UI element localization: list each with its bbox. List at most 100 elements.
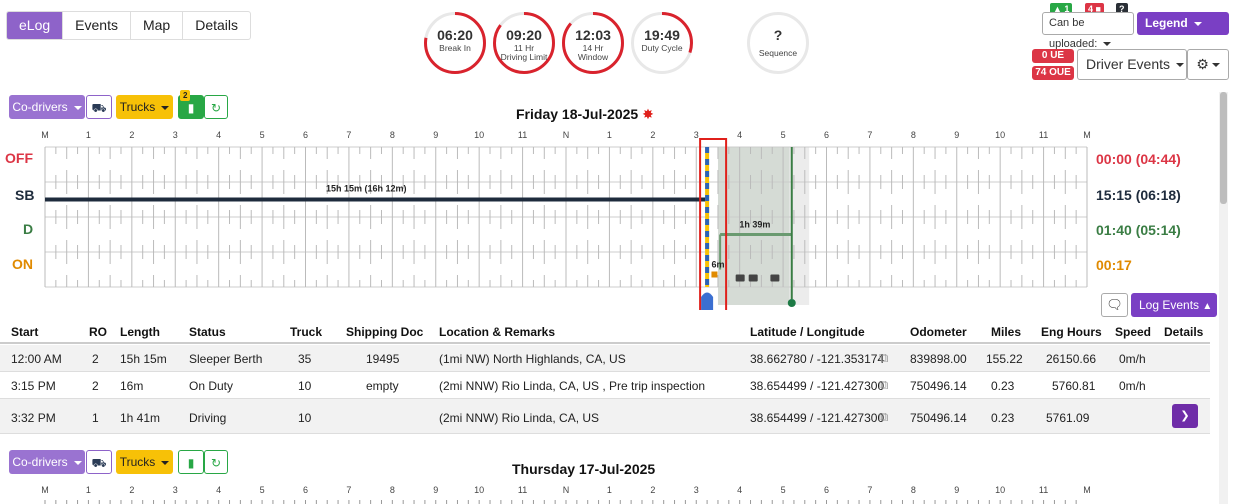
refresh-button[interactable]: ↻ xyxy=(204,95,228,119)
scrollbar-thumb[interactable] xyxy=(1220,92,1227,204)
truck-icon-button[interactable]: ⛟ xyxy=(86,450,112,474)
hour-label: 8 xyxy=(911,130,916,140)
hour-label: 6 xyxy=(303,130,308,140)
d-duration-label: 1h 39m xyxy=(739,220,770,230)
clock-window: 12:03 14 Hr Window xyxy=(562,12,624,74)
row-label-sb: SB xyxy=(15,187,35,203)
cell-length: 15h 15m xyxy=(120,352,167,366)
eld-device-icon: ▮ xyxy=(187,456,195,470)
codrivers-button[interactable]: Co-drivers xyxy=(9,450,85,474)
cell-odometer: 839898.00 xyxy=(910,352,967,366)
chevron-down-icon xyxy=(1211,63,1220,68)
eld-graph-grid[interactable]: M 1 2 3 4 5 6 7 8 9 10 11 N 1 2 3 4 5 6 7 8 9 10 11 M 15h 15m (16… xyxy=(0,125,1100,310)
cell-status: On Duty xyxy=(189,379,234,393)
col-miles: Miles xyxy=(991,325,1022,339)
table-row[interactable]: 3:15 PM 2 16m On Duty 10 empty (2mi NNW)… xyxy=(0,372,1210,399)
cell-truck: 10 xyxy=(298,379,312,393)
camera-icon[interactable] xyxy=(735,274,745,282)
clock-time: ? xyxy=(773,27,783,43)
refresh-button[interactable]: ↻ xyxy=(204,450,228,474)
eld-device-button[interactable]: ▮ xyxy=(178,450,204,474)
chevron-down-icon xyxy=(73,105,82,110)
tab-events[interactable]: Events xyxy=(63,12,131,39)
log-events-button[interactable]: Log Events ▲ xyxy=(1131,293,1217,317)
tab-elog[interactable]: eLog xyxy=(7,12,64,39)
hour-label: M xyxy=(1083,485,1091,495)
hour-label: 8 xyxy=(911,485,916,495)
on-duration-label: 6m xyxy=(711,260,724,270)
future-shade xyxy=(789,147,810,305)
eld-device-button[interactable]: ▮ xyxy=(178,95,204,119)
eld-graph-grid[interactable]: M 1 2 3 4 5 6 7 8 9 10 11 N 1 2 3 4 5 6 7 8 9 10 11 M xyxy=(0,480,1100,504)
col-length: Length xyxy=(120,325,160,339)
event-marker-icon[interactable] xyxy=(711,271,718,278)
clock-ring xyxy=(631,12,693,74)
tab-details[interactable]: Details xyxy=(195,17,238,33)
total-on: 00:17 xyxy=(1096,257,1132,273)
clock-sequence[interactable]: ? Sequence xyxy=(747,12,809,74)
nav-tabs: eLog Events Map Details xyxy=(6,11,251,40)
clock-duty-cycle: 19:49 Duty Cycle xyxy=(631,12,693,74)
log-events-label: Log Events xyxy=(1139,298,1200,312)
legend-button[interactable]: Legend xyxy=(1137,12,1229,35)
hour-label: 5 xyxy=(781,130,786,140)
clock-break-in: 06:20 Break In xyxy=(424,12,486,74)
trucks-button[interactable]: Trucks xyxy=(116,450,173,474)
eld-device-icon: ▮ xyxy=(187,101,195,115)
cell-eng-hours: 26150.66 xyxy=(1046,352,1097,366)
hour-label: 11 xyxy=(518,485,527,495)
hour-label: M xyxy=(1083,130,1091,140)
truck-icon: ⛟ xyxy=(91,101,107,115)
refresh-icon: ↻ xyxy=(210,101,222,115)
cell-start: 3:32 PM xyxy=(11,411,56,425)
can-be-uploaded-select[interactable]: Can be uploaded: xyxy=(1042,12,1134,50)
expand-row-button[interactable]: ❯ xyxy=(1172,404,1198,428)
hour-label: 6 xyxy=(824,130,829,140)
hour-label: 9 xyxy=(433,485,438,495)
gears-icon: ⚙ xyxy=(1196,56,1209,72)
clock-label-line1: 11 Hr xyxy=(513,43,535,53)
camera-icon[interactable] xyxy=(748,274,758,282)
selection-highlight-box xyxy=(699,138,728,310)
hour-label: 3 xyxy=(173,130,178,140)
cell-location: (2mi NNW) Rio Linda, CA, US xyxy=(439,411,600,425)
table-row[interactable]: 12:00 AM 2 15h 15m Sleeper Berth 35 1949… xyxy=(0,345,1210,372)
tab-map[interactable]: Map xyxy=(131,12,184,39)
hour-label: 7 xyxy=(867,485,872,495)
camera-icon[interactable] xyxy=(770,274,780,282)
cell-ro: 2 xyxy=(92,352,99,366)
engine-marker-icon[interactable] xyxy=(787,299,796,307)
copy-icon[interactable]: ⧉ xyxy=(879,377,889,392)
cell-miles: 0.23 xyxy=(991,411,1015,425)
codrivers-button[interactable]: Co-drivers xyxy=(9,95,85,119)
cell-length: 1h 41m xyxy=(120,411,161,425)
cell-location: (2mi NNW) Rio Linda, CA, US , Pre trip i… xyxy=(439,379,706,393)
driver-events-select[interactable]: Driver Events xyxy=(1077,49,1187,80)
eld-count-badge: 2 xyxy=(180,90,191,101)
chevron-down-icon xyxy=(161,460,170,465)
events-table-header: Start RO Length Status Truck Shipping Do… xyxy=(0,320,1210,344)
copy-icon[interactable]: ⧉ xyxy=(879,350,889,365)
table-row[interactable]: 3:32 PM 1 1h 41m Driving 10 (2mi NNW) Ri… xyxy=(0,399,1210,434)
cell-odometer: 750496.14 xyxy=(910,411,967,425)
alert-icon: ✸ xyxy=(642,106,654,122)
truck-icon-button[interactable]: ⛟ xyxy=(86,95,112,119)
col-details: Details xyxy=(1164,325,1204,339)
cell-truck: 35 xyxy=(298,352,312,366)
clock-driving-limit: 09:20 11 Hr Driving Limit xyxy=(493,12,555,74)
comment-button[interactable]: 🗨 xyxy=(1101,293,1128,317)
help-badge[interactable]: ? xyxy=(1116,3,1128,16)
hour-label: 8 xyxy=(390,485,395,495)
row-label-on: ON xyxy=(12,256,33,272)
scrollbar[interactable] xyxy=(1219,92,1228,504)
trucks-label: Trucks xyxy=(119,100,156,114)
settings-dropdown[interactable]: ⚙ xyxy=(1187,49,1229,80)
trucks-button[interactable]: Trucks xyxy=(116,95,173,119)
hour-label: 4 xyxy=(216,485,221,495)
driver-location-marker-icon[interactable] xyxy=(701,292,714,311)
cell-status: Driving xyxy=(189,411,227,425)
copy-icon[interactable]: ⧉ xyxy=(879,409,889,424)
cell-eng-hours: 5760.81 xyxy=(1052,379,1096,393)
clock-time: 06:20 xyxy=(437,27,473,43)
col-latlng: Latitude / Longitude xyxy=(750,325,865,339)
